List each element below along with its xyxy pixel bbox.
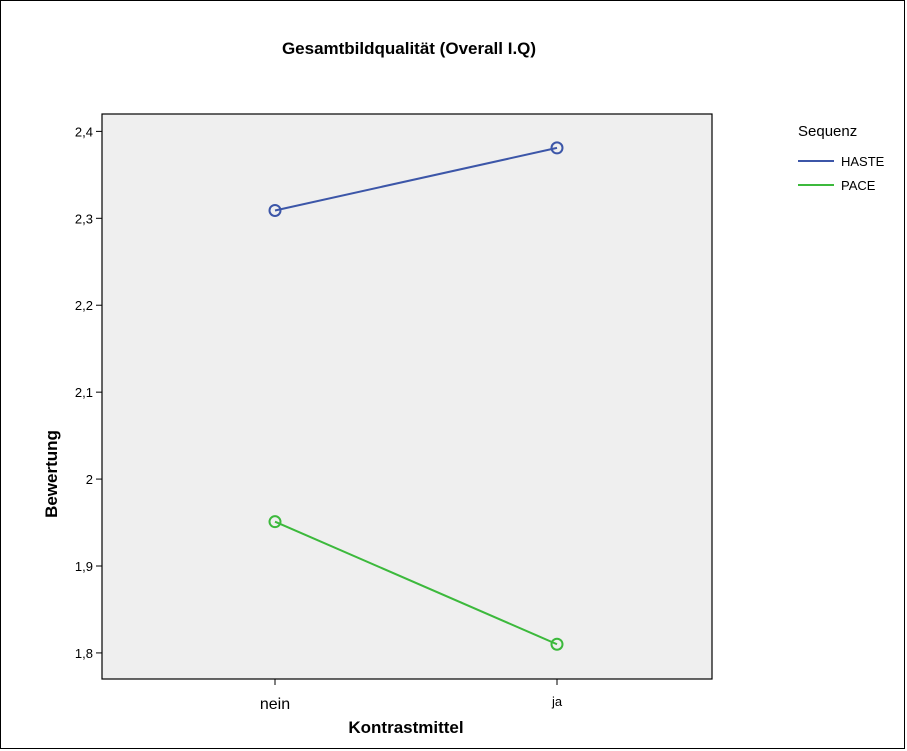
data-point-haste — [268, 203, 282, 217]
y-tick-label: 1,9 — [75, 559, 93, 574]
x-tick-label: ja — [551, 694, 563, 709]
data-point-haste — [550, 141, 564, 155]
y-tick-label: 2,3 — [75, 211, 93, 226]
y-axis-label: Bewertung — [42, 430, 61, 518]
y-tick-label: 2,4 — [75, 124, 93, 139]
series-line-pace — [274, 520, 558, 646]
legend-title: Sequenz — [798, 123, 857, 140]
legend-label-haste: HASTE — [841, 154, 885, 169]
y-tick-label: 2,1 — [75, 385, 93, 400]
y-axis: 1,8 1,9 2 2,1 2,2 2,3 2,4 — [75, 124, 102, 661]
plot-area — [101, 113, 713, 680]
legend-label-pace: PACE — [841, 178, 876, 193]
x-axis-label: Kontrastmittel — [348, 718, 463, 737]
y-tick-label: 2 — [86, 472, 93, 487]
y-tick-label: 2,2 — [75, 298, 93, 313]
data-point-pace — [268, 515, 282, 529]
x-tick-label: nein — [260, 696, 290, 713]
legend: Sequenz HASTE PACE — [798, 123, 885, 193]
chart-title: Gesamtbildqualität (Overall I.Q) — [282, 39, 536, 58]
y-tick-label: 1,8 — [75, 646, 93, 661]
series-layer — [268, 141, 564, 651]
x-axis: nein ja — [260, 679, 563, 713]
data-point-pace — [550, 637, 564, 651]
series-line-haste — [274, 146, 558, 212]
